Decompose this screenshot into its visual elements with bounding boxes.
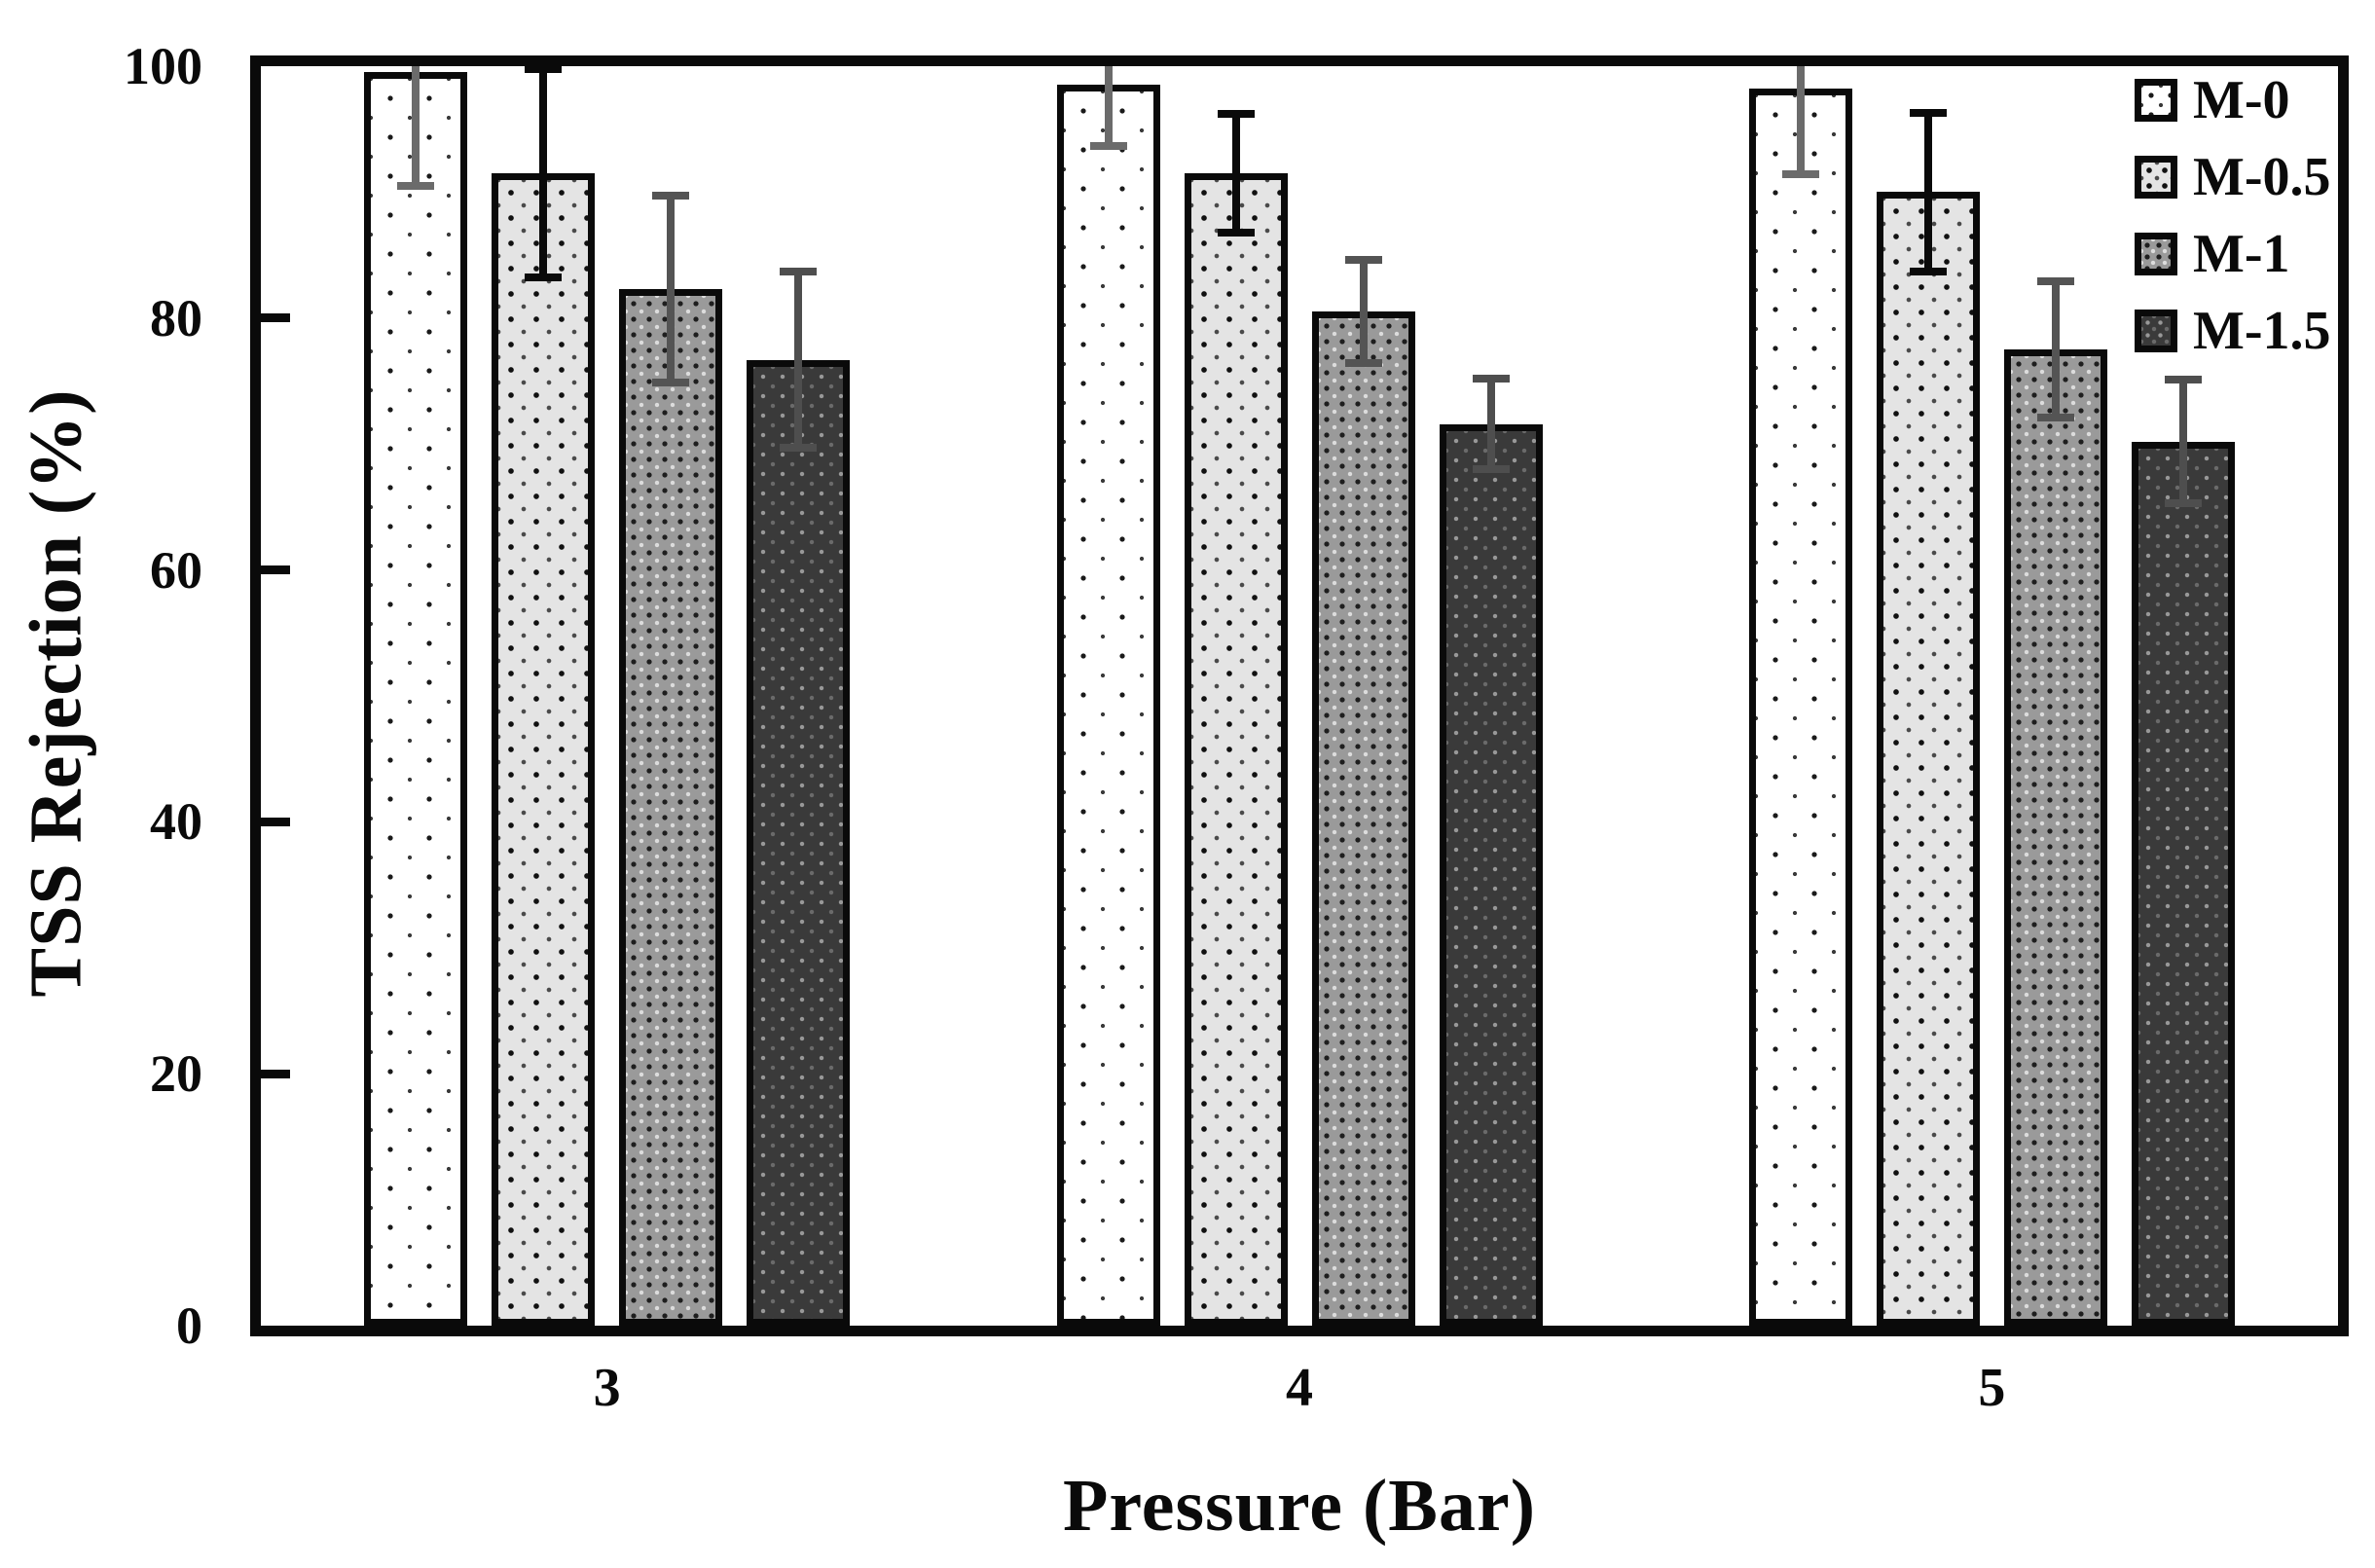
bar-M-0.5-pressure-5	[1876, 192, 1980, 1326]
y-axis-title: TSS Rejection (%)	[15, 388, 97, 998]
y-tick-label-60: 60	[150, 540, 202, 600]
error-bar-M-0.5-pressure-5	[1923, 112, 1932, 272]
legend-item-M-1.5: M-1.5	[2135, 301, 2331, 361]
bar-M-1.5-pressure-3	[747, 359, 851, 1326]
error-cap-top-M-1-p4	[1344, 256, 1382, 265]
error-bar-M-1.5-pressure-3	[794, 271, 803, 449]
y-tick-20	[261, 1069, 290, 1078]
error-cap-top-M-1-p5	[2036, 277, 2074, 286]
bar-M-1-pressure-4	[1311, 311, 1415, 1326]
error-bar-M-1.5-pressure-5	[2178, 380, 2187, 503]
error-cap-bottom-M-1-p5	[2036, 414, 2074, 422]
y-tick-40	[261, 817, 290, 826]
bar-M-0-pressure-5	[1748, 89, 1852, 1326]
y-tick-label-0: 0	[176, 1296, 202, 1355]
bar-M-0-pressure-3	[364, 72, 468, 1326]
bar-M-0.5-pressure-3	[492, 173, 596, 1326]
y-tick-label-80: 80	[150, 288, 202, 347]
legend: M-0 M-0.5 M-1 M-1.5	[2135, 70, 2331, 387]
error-cap-bottom-M-0-p3	[397, 181, 435, 190]
bar-M-1-pressure-3	[619, 289, 723, 1326]
legend-label-M-1: M-1	[2193, 224, 2290, 284]
error-cap-bottom-M-0-p4	[1089, 141, 1127, 150]
legend-swatch-M-1	[2135, 233, 2177, 275]
error-bar-M-1.5-pressure-4	[1486, 378, 1495, 470]
legend-item-M-0.5: M-0.5	[2135, 147, 2331, 207]
error-cap-top-M-1.5-p4	[1472, 374, 1510, 383]
bar-M-0-pressure-4	[1056, 85, 1160, 1326]
error-bar-M-0-pressure-5	[1796, 66, 1805, 175]
error-cap-top-M-0.5-p5	[1909, 108, 1947, 117]
bar-M-0.5-pressure-4	[1184, 173, 1288, 1326]
legend-swatch-M-0	[2135, 79, 2177, 122]
error-bar-M-0-pressure-3	[412, 66, 420, 186]
error-bar-M-0.5-pressure-4	[1231, 114, 1240, 233]
bar-M-1-pressure-5	[2003, 349, 2107, 1326]
error-cap-bottom-M-0.5-p3	[525, 273, 563, 282]
legend-label-M-0.5: M-0.5	[2193, 147, 2331, 207]
legend-swatch-M-1.5	[2135, 310, 2177, 352]
y-tick-label-20: 20	[150, 1044, 202, 1104]
y-tick-60	[261, 565, 290, 575]
x-axis-title: Pressure (Bar)	[1062, 1465, 1537, 1547]
error-bar-M-0-pressure-4	[1104, 66, 1113, 146]
error-cap-top-M-1-p3	[652, 192, 690, 201]
y-tick-80	[261, 313, 290, 323]
error-cap-bottom-M-0.5-p4	[1217, 228, 1255, 237]
error-cap-bottom-M-0.5-p5	[1909, 267, 1947, 275]
legend-label-M-0: M-0	[2193, 70, 2290, 130]
legend-item-M-0: M-0	[2135, 70, 2331, 130]
error-cap-bottom-M-1.5-p5	[2164, 499, 2202, 508]
legend-item-M-1: M-1	[2135, 224, 2331, 284]
y-tick-label-100: 100	[124, 37, 202, 95]
error-cap-bottom-M-0-p5	[1781, 170, 1819, 179]
y-tick-label-40: 40	[150, 792, 202, 852]
error-bar-M-1-pressure-5	[2051, 281, 2060, 419]
error-cap-bottom-M-1.5-p4	[1472, 465, 1510, 474]
error-cap-top-M-1.5-p3	[780, 267, 818, 275]
legend-swatch-M-0.5	[2135, 156, 2177, 199]
error-cap-bottom-M-1.5-p3	[780, 444, 818, 453]
plot-inner: M-0 M-0.5 M-1 M-1.5	[261, 66, 2338, 1326]
error-bar-M-1-pressure-3	[667, 196, 676, 383]
error-cap-top-M-1.5-p5	[2164, 376, 2202, 384]
error-cap-top-M-0.5-p3	[525, 66, 563, 73]
x-category-label-4: 4	[1286, 1358, 1313, 1418]
bar-M-1.5-pressure-4	[1439, 423, 1543, 1326]
x-category-label-5: 5	[1978, 1358, 2006, 1418]
x-category-label-3: 3	[593, 1358, 621, 1418]
plot-area: M-0 M-0.5 M-1 M-1.5	[250, 55, 2349, 1336]
error-bar-M-1-pressure-4	[1359, 260, 1368, 364]
error-cap-bottom-M-1-p3	[652, 378, 690, 386]
bar-M-1.5-pressure-5	[2131, 441, 2235, 1326]
error-cap-bottom-M-1-p4	[1344, 359, 1382, 368]
error-cap-top-M-0.5-p4	[1217, 110, 1255, 119]
legend-label-M-1.5: M-1.5	[2193, 301, 2331, 361]
error-bar-M-0.5-pressure-3	[539, 68, 548, 278]
